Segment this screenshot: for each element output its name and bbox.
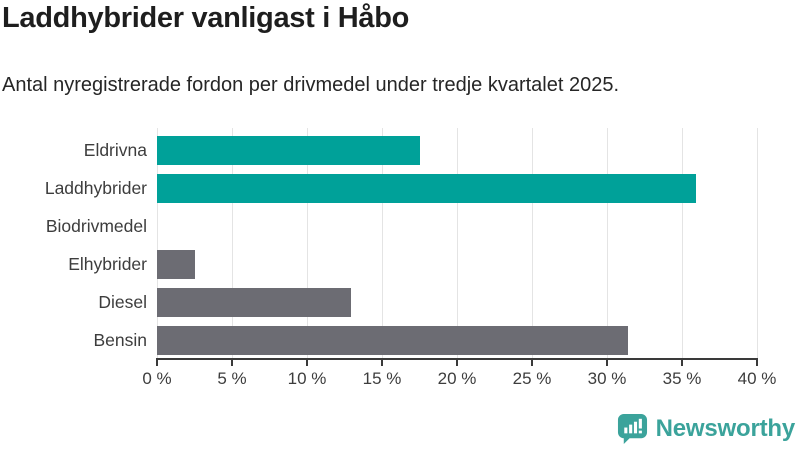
category-label: Eldrivna (83, 140, 147, 160)
gridline (756, 128, 758, 358)
x-tick-label: 5 % (217, 369, 247, 388)
gridline (231, 128, 233, 358)
bar (157, 135, 420, 165)
x-tick-label: 10 % (287, 369, 327, 388)
gridline (606, 128, 608, 358)
newsworthy-logo: Newsworthy (617, 413, 795, 444)
bar (157, 287, 351, 317)
axis-tick (231, 358, 233, 366)
gridline (306, 128, 308, 358)
axis-tick (681, 358, 683, 366)
chart-title: Laddhybrider vanligast i Håbo (2, 2, 410, 34)
gridline (456, 128, 458, 358)
axis-tick (606, 358, 608, 366)
x-tick-label: 40 % (737, 369, 777, 388)
bar (157, 249, 195, 279)
gridline (681, 128, 683, 358)
category-label: Diesel (98, 292, 147, 312)
category-label: Biodrivmedel (45, 216, 147, 236)
axis-tick (531, 358, 533, 366)
gridline (531, 128, 533, 358)
category-label: Elhybrider (68, 254, 147, 274)
x-tick-label: 25 % (512, 369, 552, 388)
category-label: Laddhybrider (44, 178, 147, 198)
bar (157, 325, 628, 355)
x-tick-label: 35 % (662, 369, 702, 388)
axis-tick (156, 358, 158, 366)
x-tick-label: 20 % (437, 369, 477, 388)
gridline (156, 128, 158, 358)
x-tick-label: 15 % (362, 369, 402, 388)
bar (157, 173, 696, 203)
gridline (381, 128, 383, 358)
x-tick-label: 0 % (142, 369, 172, 388)
brand-name: Newsworthy (655, 414, 796, 442)
x-tick-label: 30 % (587, 369, 627, 388)
axis-tick (381, 358, 383, 366)
category-label: Bensin (93, 330, 147, 350)
axis-tick (756, 358, 758, 366)
newsworthy-logo-icon (617, 413, 647, 444)
chart-subtitle: Antal nyregistrerade fordon per drivmede… (2, 74, 620, 96)
axis-tick (456, 358, 458, 366)
axis-tick (306, 358, 308, 366)
